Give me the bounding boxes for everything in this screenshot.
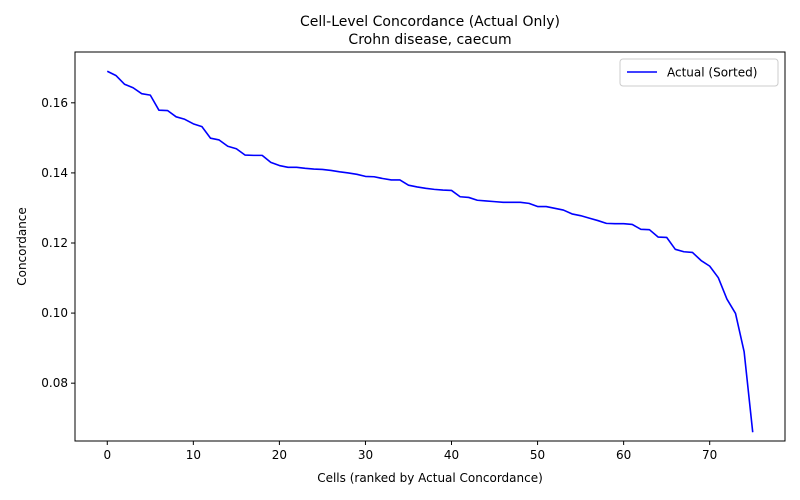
x-tick-label: 30 (358, 448, 373, 462)
axis-ticks: 0 10 20 30 40 50 60 70 0.08 0.10 0.12 0.14 0.16 (41, 96, 717, 462)
y-tick-label: 0.08 (41, 376, 68, 390)
y-tick-label: 0.12 (41, 236, 68, 250)
y-tick-label: 0.10 (41, 306, 68, 320)
y-axis-label: Concordance (15, 207, 29, 286)
x-tick-label: 40 (444, 448, 459, 462)
x-tick-label: 60 (616, 448, 631, 462)
legend: Actual (Sorted) (619, 58, 779, 87)
x-tick-label: 20 (272, 448, 287, 462)
series-line-actual-sorted (106, 70, 754, 433)
axes-frame (74, 51, 786, 442)
x-tick-label: 0 (103, 448, 111, 462)
x-tick-label: 70 (702, 448, 717, 462)
chart-subtitle: Crohn disease, caecum (348, 32, 511, 48)
y-tick-label: 0.16 (41, 96, 68, 110)
legend-label: Actual (Sorted) (667, 66, 757, 80)
x-axis-label: Cells (ranked by Actual Concordance) (317, 471, 543, 485)
legend-box (619, 58, 779, 87)
chart-title: Cell-Level Concordance (Actual Only) (300, 14, 560, 30)
x-tick-label: 10 (186, 448, 201, 462)
plot-area (106, 70, 754, 433)
y-tick-label: 0.14 (41, 166, 68, 180)
x-tick-label: 50 (530, 448, 545, 462)
